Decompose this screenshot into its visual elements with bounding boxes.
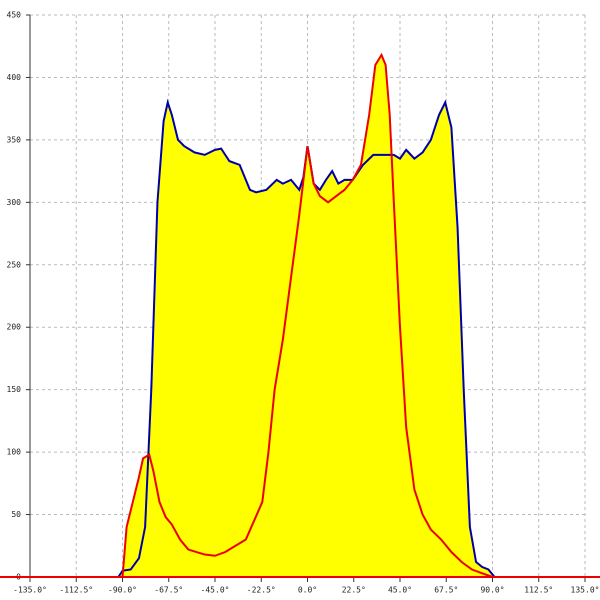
- x-tick-label: -90.0°: [108, 586, 137, 595]
- y-tick-label: 400: [7, 73, 22, 82]
- x-tick-label: 0.0°: [298, 586, 317, 595]
- y-tick-label: 250: [7, 260, 22, 269]
- y-tick-label: 300: [7, 198, 22, 207]
- area: [122, 54, 493, 578]
- x-tick-label: -45.0°: [201, 586, 230, 595]
- x-tick-label: 135.0°: [571, 586, 600, 595]
- y-tick-label: 200: [7, 323, 22, 332]
- y-tick-label: 350: [7, 135, 22, 144]
- y-tick-label: 150: [7, 385, 22, 394]
- x-tick-label: 22.5°: [342, 586, 366, 595]
- y-tick-label: 450: [7, 11, 22, 20]
- x-tick-label: -112.5°: [59, 586, 93, 595]
- x-tick-label: 67.5°: [434, 586, 458, 595]
- x-tick-label: -135.0°: [13, 586, 47, 595]
- x-tick-label: 112.5°: [524, 586, 553, 595]
- y-tick-label: 100: [7, 448, 22, 457]
- x-tick-label: -22.5°: [247, 586, 276, 595]
- y-tick-label: 50: [11, 510, 21, 519]
- x-tick-label: 90.0°: [480, 586, 504, 595]
- x-tick-label: 45.0°: [388, 586, 412, 595]
- line: [121, 52, 493, 578]
- x-tick-label: -67.5°: [154, 586, 183, 595]
